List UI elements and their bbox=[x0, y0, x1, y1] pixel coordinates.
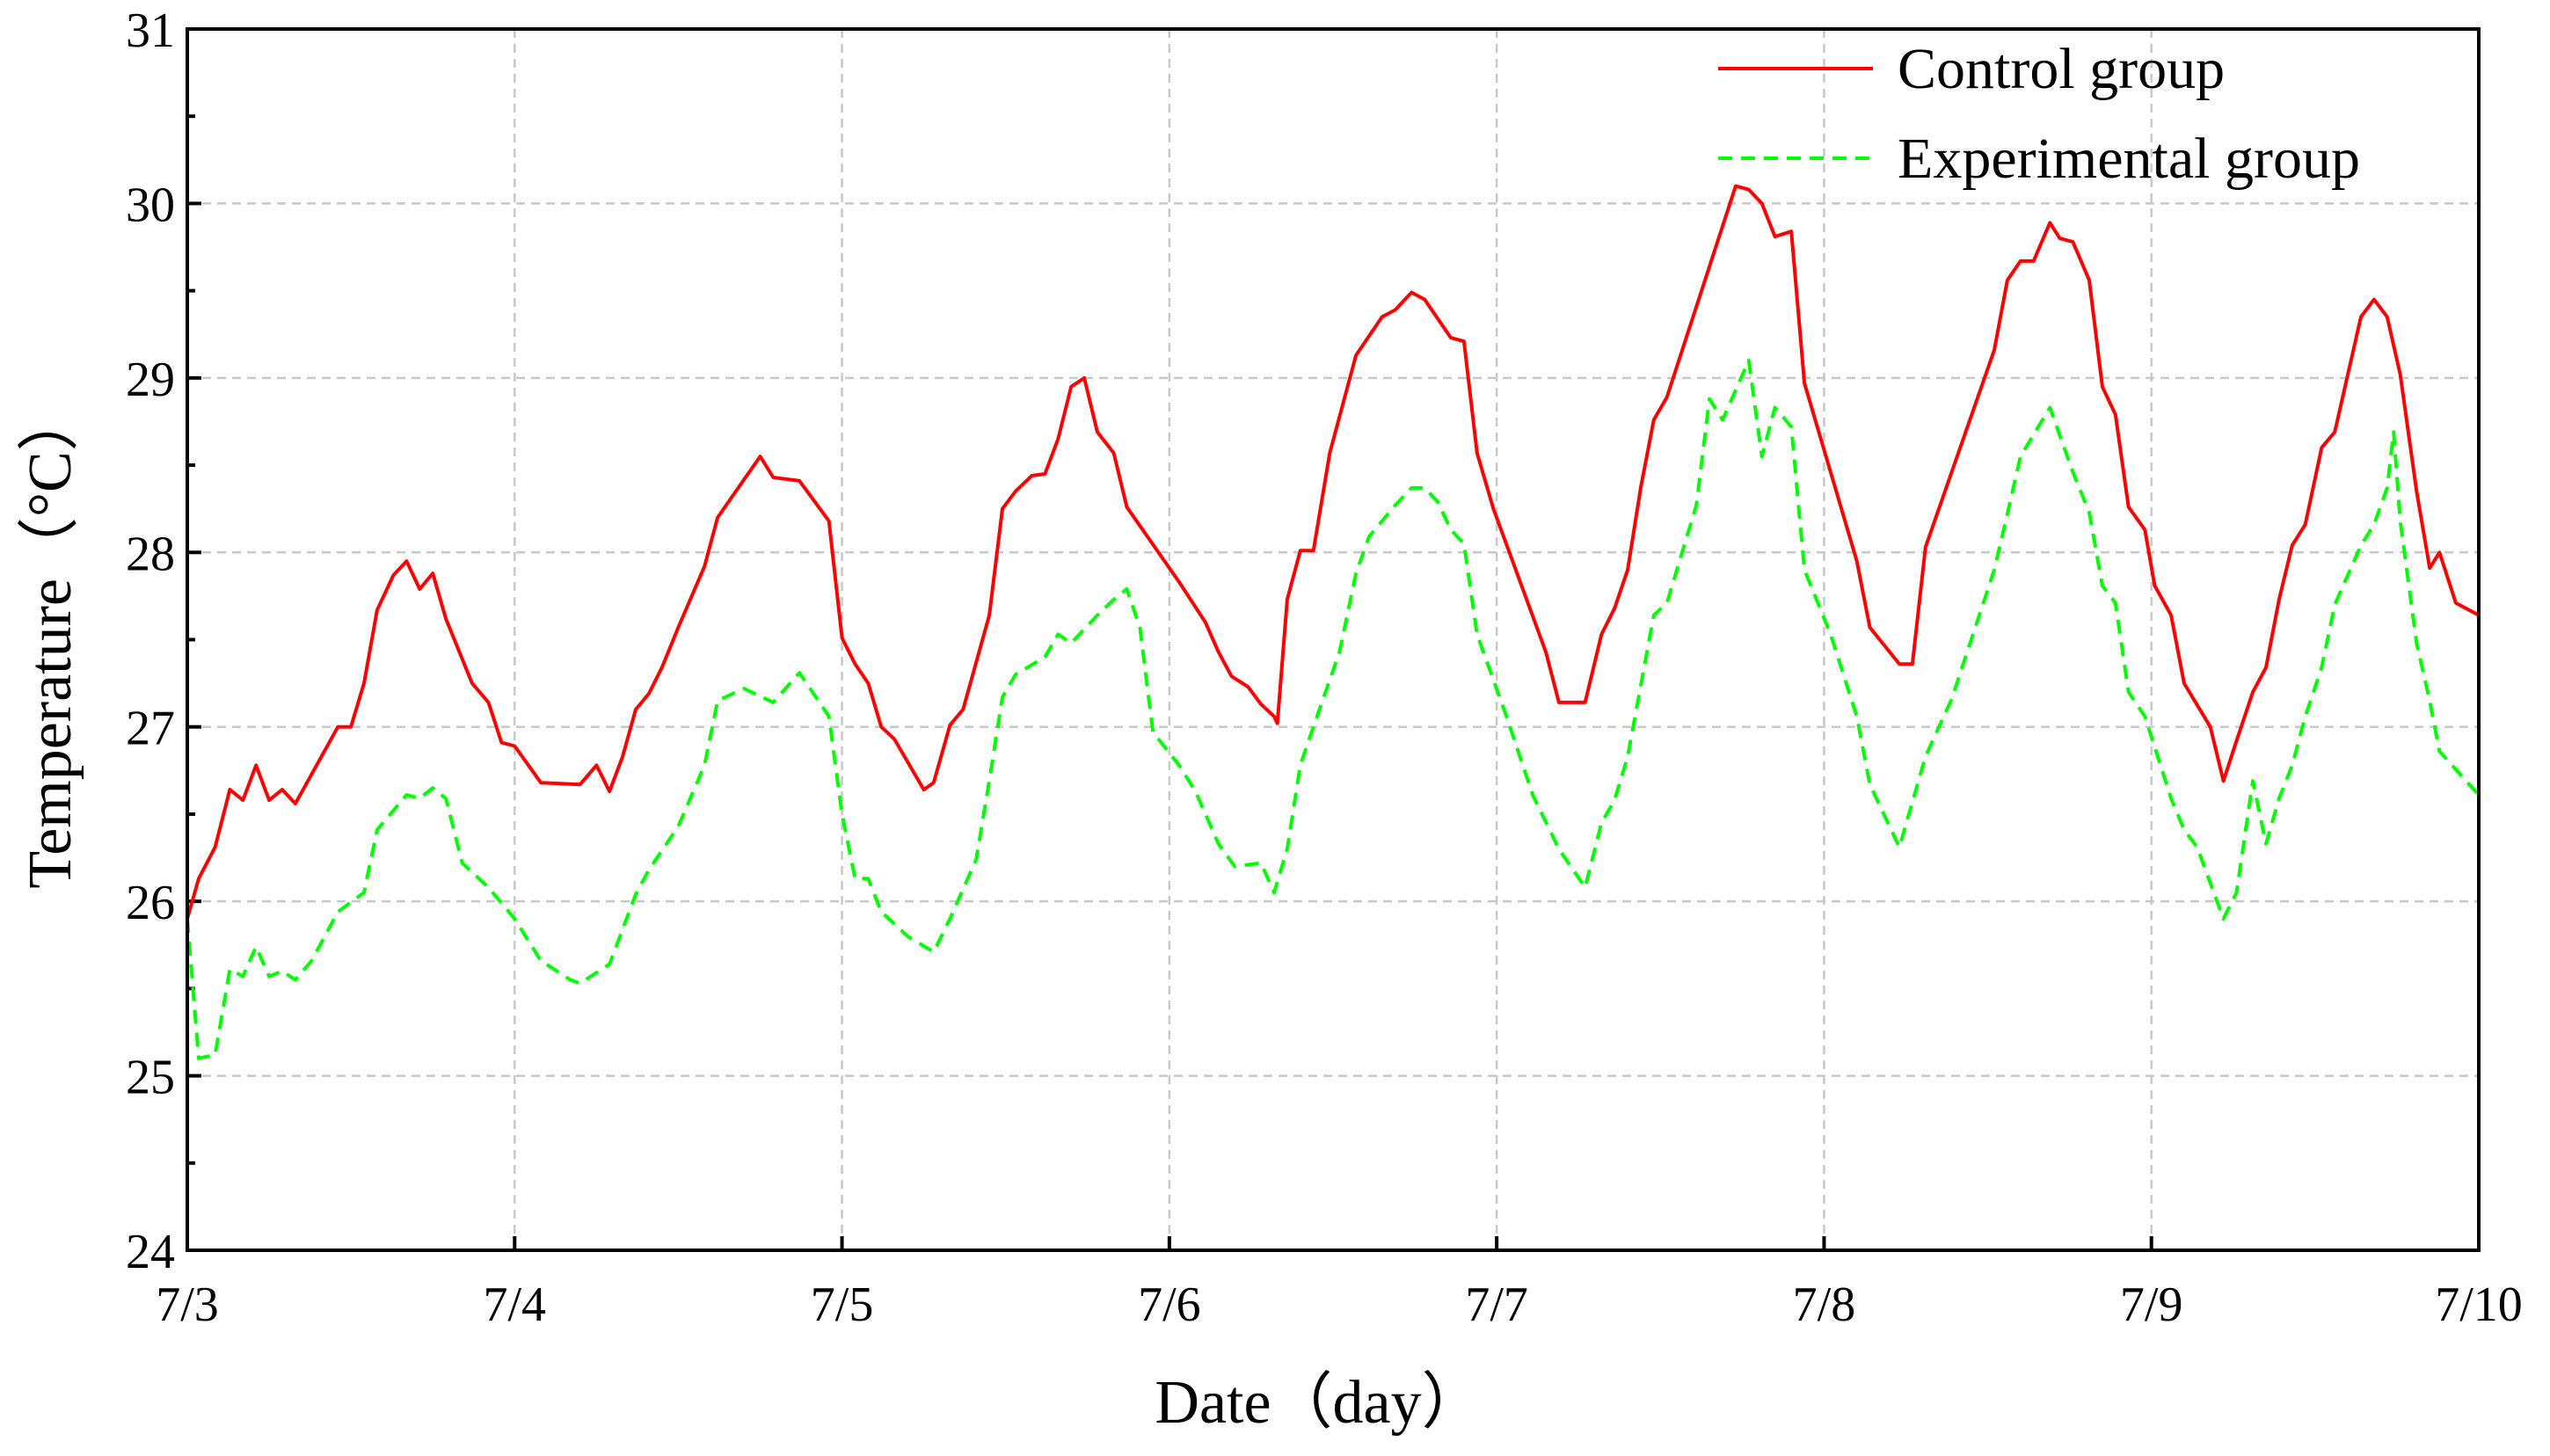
x-tick-label: 7/5 bbox=[811, 1278, 874, 1332]
y-axis-label: Temperature（°C） bbox=[17, 389, 84, 888]
legend-label: Experimental group bbox=[1898, 127, 2360, 191]
y-tick-label: 29 bbox=[126, 353, 175, 407]
data-line bbox=[186, 359, 2481, 1060]
x-tick-label: 7/6 bbox=[1138, 1278, 1201, 1332]
x-tick-label: 7/8 bbox=[1793, 1278, 1856, 1332]
x-axis-label: Date（day） bbox=[1155, 1369, 1483, 1437]
x-tick-label: 7/4 bbox=[484, 1278, 547, 1332]
x-tick-label: 7/3 bbox=[156, 1278, 219, 1332]
y-tick-label: 28 bbox=[126, 527, 175, 581]
plot-frame bbox=[186, 27, 2481, 1252]
y-tick-label: 27 bbox=[126, 702, 175, 756]
data-line bbox=[186, 184, 2480, 920]
y-tick-label: 30 bbox=[126, 178, 175, 232]
x-tick-label: 7/7 bbox=[1465, 1278, 1528, 1332]
y-tick-label: 24 bbox=[126, 1225, 175, 1279]
x-tick-label: 7/10 bbox=[2435, 1278, 2523, 1332]
y-tick-label: 31 bbox=[126, 4, 175, 58]
y-tick-label: 26 bbox=[126, 876, 175, 930]
y-tick-label: 25 bbox=[126, 1051, 175, 1105]
x-tick-label: 7/9 bbox=[2120, 1278, 2183, 1332]
legend-label: Control group bbox=[1898, 37, 2225, 101]
